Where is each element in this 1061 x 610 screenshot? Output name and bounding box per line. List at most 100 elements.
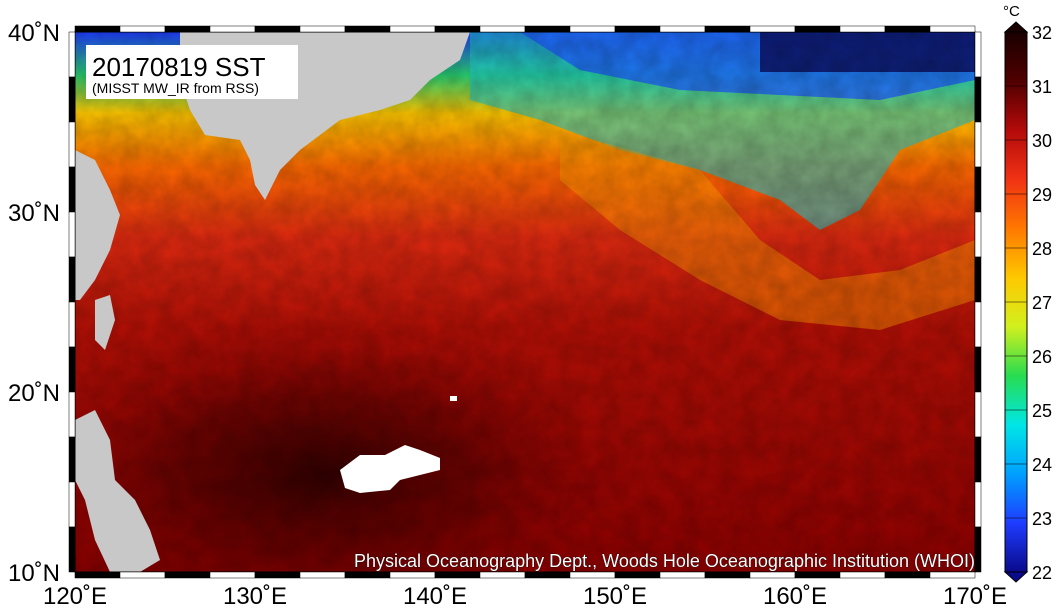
- frame-segment: [569, 25, 616, 33]
- frame-segment: [974, 301, 982, 348]
- frame-segment: [524, 571, 571, 579]
- lon-tick-label: 170˚E: [943, 583, 1007, 610]
- frame-segment: [974, 166, 982, 213]
- frame-segment: [74, 25, 121, 33]
- colorbar-tick-label: 25: [1032, 401, 1052, 421]
- frame-segment: [434, 25, 481, 33]
- frame-segment: [68, 481, 76, 528]
- frame-segment: [569, 571, 616, 579]
- map-subtitle: (MISST MW_IR from RSS): [92, 80, 259, 96]
- frame-segment: [794, 571, 841, 579]
- frame-segment: [209, 571, 256, 579]
- colorbar-tick-label: 29: [1032, 185, 1052, 205]
- frame-segment: [74, 571, 121, 579]
- lat-tick-label: 40˚N: [8, 20, 60, 47]
- frame-segment: [344, 25, 391, 33]
- frame-segment: [68, 166, 76, 213]
- frame-segment: [68, 256, 76, 303]
- map-panel: [75, 32, 975, 572]
- frame-segment: [659, 25, 706, 33]
- title-box: [86, 45, 298, 99]
- frame-segment: [254, 25, 301, 33]
- frame-segment: [434, 571, 481, 579]
- frame-segment: [119, 25, 166, 33]
- frame-segment: [614, 25, 661, 33]
- colorbar-tick-label: 32: [1032, 23, 1052, 43]
- frame-segment: [299, 25, 346, 33]
- frame-segment: [68, 391, 76, 438]
- lon-tick-label: 120˚E: [43, 583, 107, 610]
- colorbar-max-arrow: [1003, 21, 1029, 33]
- frame-segment: [68, 76, 76, 123]
- frame-segment: [974, 31, 982, 78]
- credit-text: Physical Oceanography Dept., Woods Hole …: [354, 551, 975, 571]
- colorbar-tick-label: 26: [1032, 347, 1052, 367]
- philippines-land: [75, 410, 160, 572]
- colorbar-tick-label: 31: [1032, 77, 1052, 97]
- colorbar: 22 23 24 25 26 27 28 29 30 31 32: [1003, 21, 1052, 583]
- frame-segment: [974, 391, 982, 438]
- frame-segment: [209, 25, 256, 33]
- longitude-axis: 120˚E 130˚E 140˚E 150˚E 160˚E 170˚E: [43, 583, 1007, 610]
- frame-segment: [749, 571, 796, 579]
- colorbar-tick-label: 28: [1032, 239, 1052, 259]
- frame-segment: [974, 346, 982, 393]
- frame-segment: [974, 211, 982, 258]
- frame-segment: [974, 481, 982, 528]
- missing-data-patch: [340, 445, 440, 493]
- frame-segment: [68, 436, 76, 483]
- frame-segment: [68, 121, 76, 168]
- frame-segment: [479, 25, 526, 33]
- frame-segment: [164, 571, 211, 579]
- frame-segment: [974, 256, 982, 303]
- frame-segment: [299, 571, 346, 579]
- frame-segment: [344, 571, 391, 579]
- frame-segment: [884, 571, 931, 579]
- frame-segment: [68, 526, 76, 573]
- missing-data-speck: [450, 396, 457, 401]
- frame-segment: [794, 25, 841, 33]
- lon-tick-label: 140˚E: [403, 583, 467, 610]
- lat-tick-label: 30˚N: [8, 200, 60, 227]
- frame-segment: [389, 25, 436, 33]
- colorbar-tick-label: 24: [1032, 455, 1052, 475]
- frame-segment: [884, 25, 931, 33]
- china-coast-land: [75, 150, 120, 300]
- frame-segment: [749, 25, 796, 33]
- frame-segment: [974, 76, 982, 123]
- frame-segment: [929, 25, 976, 33]
- frame-segment: [119, 571, 166, 579]
- frame-segment: [254, 571, 301, 579]
- frame-segment: [929, 571, 976, 579]
- frame-segment: [974, 121, 982, 168]
- colorbar-tick-label: 30: [1032, 131, 1052, 151]
- frame-segment: [68, 31, 76, 78]
- lon-tick-label: 150˚E: [583, 583, 647, 610]
- frame-segment: [68, 346, 76, 393]
- frame-segment: [974, 526, 982, 573]
- lon-tick-label: 130˚E: [223, 583, 287, 610]
- frame-segment: [479, 571, 526, 579]
- frame-segment: [389, 571, 436, 579]
- frame-segment: [704, 25, 751, 33]
- frame-segment: [68, 211, 76, 258]
- map-title: 20170819 SST: [92, 52, 266, 82]
- taiwan-land: [95, 295, 115, 350]
- frame-segment: [524, 25, 571, 33]
- frame-segment: [704, 571, 751, 579]
- frame-segment: [839, 571, 886, 579]
- frame-segment: [659, 571, 706, 579]
- lat-tick-label: 20˚N: [8, 380, 60, 407]
- colorbar-tick-label: 27: [1032, 293, 1052, 313]
- colorbar-tick-label: 23: [1032, 509, 1052, 529]
- colorbar-tick-label: 22: [1032, 563, 1052, 583]
- latitude-axis: 10˚N 20˚N 30˚N 40˚N: [8, 20, 60, 587]
- frame-segment: [164, 25, 211, 33]
- colorbar-unit: °C: [1003, 3, 1020, 20]
- frame-segment: [839, 25, 886, 33]
- frame-segment: [614, 571, 661, 579]
- lat-tick-label: 10˚N: [8, 560, 60, 587]
- frame-segment: [974, 436, 982, 483]
- lon-tick-label: 160˚E: [763, 583, 827, 610]
